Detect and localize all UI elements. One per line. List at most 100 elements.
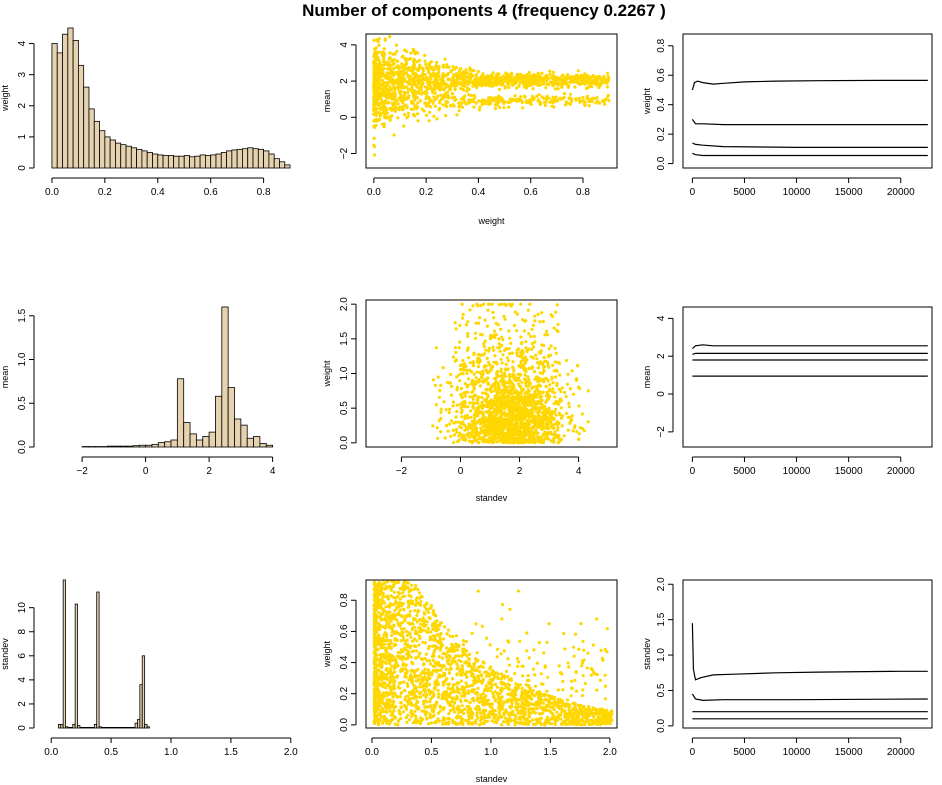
scatter-point <box>376 75 380 79</box>
scatter-point <box>462 79 466 83</box>
scatter-point <box>455 694 459 699</box>
scatter-point <box>405 638 409 642</box>
scatter-point <box>392 90 396 95</box>
scatter-point <box>470 440 474 444</box>
scatter-point <box>447 671 452 675</box>
scatter-point <box>468 423 472 427</box>
scatter-point <box>535 357 539 361</box>
scatter-point <box>472 94 476 98</box>
scatter-point <box>447 410 451 415</box>
trace-line-w4 <box>692 152 928 157</box>
scatter-point <box>421 91 425 95</box>
scatter-point <box>421 82 425 86</box>
scatter-point <box>421 69 425 73</box>
histogram-bar <box>246 437 254 448</box>
scatter-point <box>427 119 431 123</box>
scatter-point <box>552 96 557 100</box>
scatter-point <box>398 651 402 655</box>
scatter-point <box>440 74 444 78</box>
histogram-bar <box>96 591 100 729</box>
scatter-point <box>461 72 465 76</box>
scatter-point <box>402 608 406 612</box>
histogram-bar <box>138 444 146 448</box>
scatter-point <box>595 96 599 100</box>
scatter-point <box>382 47 386 51</box>
scatter-point <box>542 415 547 419</box>
scatter-point <box>507 385 511 389</box>
scatter-point <box>487 302 491 306</box>
scatter-point <box>396 59 400 63</box>
scatter-point <box>412 637 417 641</box>
scatter-point <box>477 437 481 441</box>
scatter-point <box>555 381 559 385</box>
histogram-bar <box>189 433 197 448</box>
histogram-bar <box>215 153 222 169</box>
histogram-bar <box>221 306 229 448</box>
scatter-point <box>549 344 553 348</box>
scatter-point <box>542 343 546 348</box>
scatter-point <box>540 418 544 422</box>
scatter-point <box>506 367 510 371</box>
scatter-point <box>519 95 523 99</box>
scatter-point <box>433 104 437 108</box>
scatter-point <box>495 393 499 397</box>
scatter-point <box>503 85 507 89</box>
scatter-point <box>508 372 512 377</box>
scatter-point <box>511 400 515 404</box>
scatter-point <box>555 303 559 307</box>
scatter-point <box>383 37 387 41</box>
scatter-point <box>569 80 573 84</box>
scatter-point <box>425 113 429 117</box>
scatter-point <box>471 422 475 426</box>
scatter-point <box>391 97 395 101</box>
scatter-point <box>454 97 458 102</box>
scatter-point <box>564 394 568 399</box>
scatter-point <box>516 372 520 376</box>
scatter-point <box>518 403 522 407</box>
scatter-point <box>499 415 504 419</box>
y-tick-label: 1.0 <box>339 366 350 380</box>
scatter-point <box>553 375 558 379</box>
scatter-point <box>502 314 506 318</box>
scatter-point <box>517 84 521 88</box>
histogram-bar <box>88 108 95 169</box>
scatter-point <box>488 423 492 427</box>
scatter-point <box>382 90 386 94</box>
scatter-point <box>541 320 546 324</box>
scatter-point <box>437 74 441 78</box>
scatter-point <box>556 360 560 365</box>
scatter-point <box>471 360 475 364</box>
scatter-point <box>560 85 564 89</box>
scatter-point <box>520 349 525 353</box>
scatter-point <box>544 86 548 90</box>
scatter-point <box>374 55 378 59</box>
scatter-point <box>440 77 444 81</box>
scatter-point <box>402 94 406 98</box>
x-tick-label: 0.0 <box>45 187 59 198</box>
scatter-point <box>534 423 538 428</box>
scatter-point <box>403 113 407 117</box>
scatter-point <box>556 87 560 91</box>
scatter-point <box>504 303 508 307</box>
scatter-point <box>494 713 498 717</box>
x-tick-label: 0.0 <box>367 187 381 198</box>
scatter-point <box>500 335 504 339</box>
scatter-point <box>544 376 548 380</box>
scatter-point <box>461 359 465 363</box>
scatter-point <box>499 75 503 80</box>
scatter-point <box>478 316 482 320</box>
scatter-point <box>484 424 488 428</box>
scatter-point <box>544 436 548 440</box>
scatter-point <box>480 376 484 380</box>
scatter-point <box>522 94 527 98</box>
scatter-point <box>527 431 531 435</box>
scatter-point <box>550 390 554 394</box>
scatter-point <box>495 403 499 407</box>
scatter-point <box>511 373 515 377</box>
scatter-point <box>382 60 386 64</box>
histogram-bar <box>183 422 191 448</box>
scatter-point <box>539 398 543 402</box>
scatter-point <box>579 99 583 103</box>
scatter-point <box>423 675 427 679</box>
scatter-point <box>471 304 475 308</box>
